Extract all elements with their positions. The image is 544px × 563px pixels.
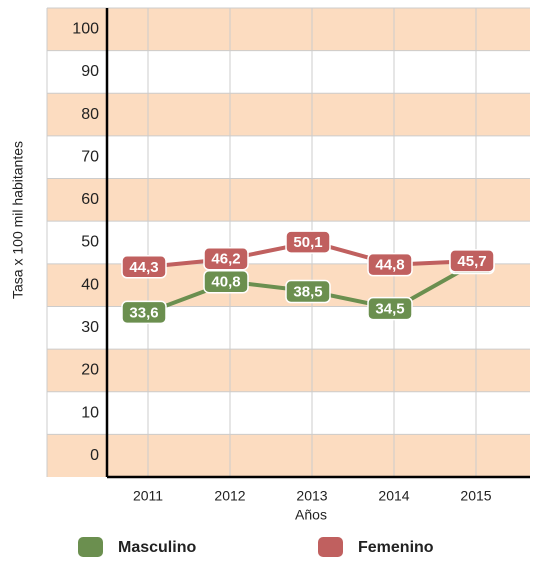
x-tick-label: 2011 bbox=[133, 488, 163, 504]
y-tick-label: 70 bbox=[81, 148, 99, 165]
y-tick-label: 30 bbox=[81, 319, 99, 336]
legend-label: Masculino bbox=[118, 539, 196, 556]
data-label-box bbox=[285, 230, 331, 254]
data-label: 45,7 bbox=[457, 253, 486, 270]
y-tick-label: 40 bbox=[81, 276, 99, 293]
legend-swatch bbox=[78, 537, 103, 557]
data-label-box bbox=[367, 296, 413, 321]
grid-band bbox=[47, 434, 530, 477]
x-tick-label: 2014 bbox=[378, 488, 409, 504]
grid-band bbox=[47, 391, 530, 435]
y-tick-label: 20 bbox=[81, 362, 99, 379]
x-tick-label: 2013 bbox=[296, 488, 327, 504]
y-tick-label: 100 bbox=[72, 21, 99, 38]
data-label-box bbox=[203, 246, 249, 271]
x-tick-label: 2012 bbox=[214, 488, 245, 504]
data-label: 46,2 bbox=[211, 251, 240, 268]
data-label: 38,5 bbox=[293, 284, 322, 301]
data-label-box bbox=[121, 300, 167, 325]
y-tick-label: 50 bbox=[81, 234, 99, 251]
data-label-box bbox=[121, 255, 167, 279]
grid-band bbox=[47, 93, 530, 136]
data-label: 44,3 bbox=[129, 259, 158, 276]
x-tick-label: 2015 bbox=[460, 488, 491, 504]
grid-band bbox=[47, 349, 530, 392]
grid-band bbox=[47, 8, 530, 51]
data-label-box bbox=[203, 269, 249, 294]
data-label: 34,5 bbox=[375, 301, 404, 318]
y-tick-label: 10 bbox=[81, 404, 99, 421]
y-tick-label: 90 bbox=[81, 63, 99, 80]
grid-band bbox=[47, 306, 530, 350]
y-tick-label: 0 bbox=[90, 447, 99, 464]
grid-band bbox=[47, 50, 530, 94]
grid-band bbox=[47, 135, 530, 179]
legend-swatch bbox=[318, 537, 343, 557]
data-label: 44,8 bbox=[375, 257, 404, 274]
legend-label: Femenino bbox=[358, 539, 434, 556]
data-label-box bbox=[285, 279, 331, 304]
y-tick-label: 60 bbox=[81, 191, 99, 208]
grid-band bbox=[47, 178, 530, 222]
x-axis-label: Años bbox=[295, 507, 327, 523]
data-label-box bbox=[367, 252, 413, 277]
data-label: 40,8 bbox=[211, 274, 240, 291]
data-label: 33,6 bbox=[129, 304, 158, 321]
data-label-box bbox=[449, 249, 495, 273]
data-label: 50,1 bbox=[293, 234, 322, 251]
y-tick-label: 80 bbox=[81, 106, 99, 123]
y-axis-label: Tasa x 100 mil habitantes bbox=[10, 141, 26, 299]
